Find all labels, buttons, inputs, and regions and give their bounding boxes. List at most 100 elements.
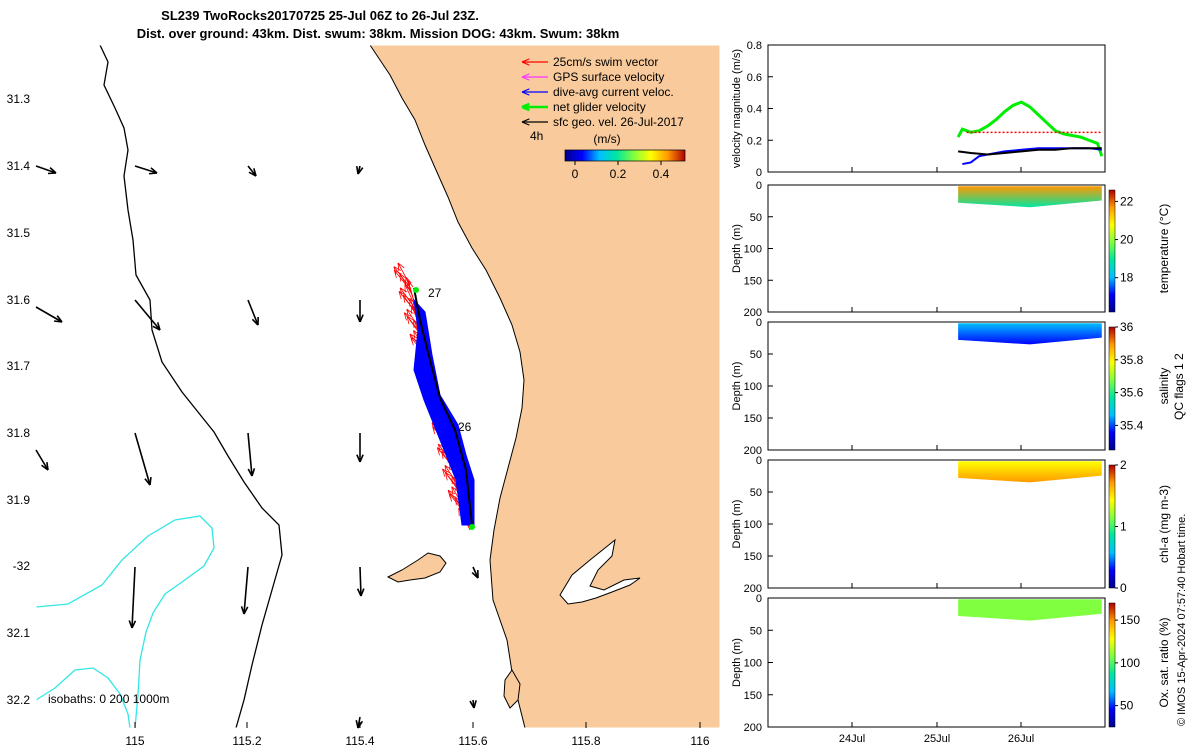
map-y-tick-label: -32 (13, 559, 31, 573)
legend-label: GPS surface velocity (553, 70, 664, 84)
glider-start-point (469, 524, 475, 530)
day-label-27: 27 (428, 286, 442, 300)
velocity-panel: 0 0.2 0.4 0.6 0.8 velocity magnitude (m/s) (731, 40, 1106, 179)
y-tick-label: 0 (756, 180, 762, 192)
colorbar-unit-label: (m/s) (593, 132, 620, 146)
section-colorbar (1108, 464, 1116, 589)
y-tick-label: 200 (744, 307, 762, 319)
swim-vector (399, 273, 413, 296)
legend-symbol (521, 73, 548, 81)
y-axis-label: Depth (m) (731, 362, 743, 411)
map-frame (35, 44, 721, 729)
colorbar-tick-label: 35.8 (1120, 353, 1144, 367)
y-tick-label: 200 (744, 583, 762, 595)
date-tick-label: 26Jul (1008, 733, 1034, 745)
y-tick-label: 50 (750, 487, 762, 499)
legend-symbol (521, 118, 548, 126)
geo-velocity-arrow (356, 433, 364, 463)
colorbar-label: salinity (1157, 368, 1171, 405)
isobath-1000m (35, 515, 215, 729)
map-x-ticks: 115 115.2 115.4 115.6 115.8 116 (125, 722, 710, 748)
map-colorbar-gradient (564, 149, 686, 162)
panel-axes (767, 44, 1106, 173)
colorbar-tick-label: 100 (1120, 656, 1140, 670)
geo-velocity-arrow (247, 165, 257, 177)
legend-label: dive-avg current veloc. (553, 85, 674, 99)
y-tick-label: 150 (744, 690, 762, 702)
garden-island (503, 669, 521, 709)
qc-label: QC flags 1 2 (1172, 353, 1186, 420)
section-colorbar (1108, 326, 1116, 451)
section-colorbar (1108, 189, 1116, 313)
duration-label: 4h (530, 129, 543, 143)
legend-label: 25cm/s swim vector (553, 55, 658, 69)
y-tick-label: 150 (744, 551, 762, 563)
geostrophic-arrows (35, 165, 479, 729)
y-axis-label: Depth (m) (731, 224, 743, 273)
y-tick-label: 150 (744, 275, 762, 287)
y-tick-label: 0.8 (747, 40, 762, 52)
glider-track (393, 262, 475, 531)
colorbar-tick-label: 1 (1120, 520, 1127, 534)
y-tick-label: 50 (750, 349, 762, 361)
panel-axes (767, 184, 1106, 313)
legend-label: sfc geo. vel. 26-Jul-2017 (553, 115, 684, 129)
isobath-label: isobaths: 0 200 1000m (48, 692, 169, 706)
section-panel: 0 50 100 150 200 Depth (m) 50 100 150 Ox. sat. ra… (731, 593, 1171, 734)
y-axis-label: velocity magnitude (m/s) (731, 49, 743, 168)
y-tick-label: 100 (744, 381, 762, 393)
geo-velocity-arrow (35, 165, 57, 175)
map-x-tick-label: 115.8 (571, 734, 600, 748)
map-colorbar-tick-label: 0.2 (610, 167, 627, 181)
map-y-tick-label: 31.9 (7, 493, 31, 507)
date-tick-label: 25Jul (924, 733, 950, 745)
colorbar-tick-label: 18 (1120, 271, 1134, 285)
colorbar-label: temperature (°C) (1157, 204, 1171, 294)
y-tick-label: 200 (744, 722, 762, 734)
y-tick-label: 200 (744, 445, 762, 457)
map-y-tick-label: 32.2 (7, 693, 31, 707)
geo-velocity-arrow (356, 300, 364, 323)
panel-axes (767, 459, 1106, 589)
section-panel: 0 50 100 150 200 Depth (m) 18 20 22 temperature (… (731, 180, 1171, 319)
legend-label: net glider velocity (553, 100, 646, 114)
section-data-block (958, 323, 1102, 345)
section-colorbar (1108, 602, 1116, 728)
colorbar-label: Ox. sat. ratio (%) (1157, 617, 1171, 707)
geo-velocity-arrow (35, 306, 63, 323)
map-y-tick-label: 31.5 (7, 226, 31, 240)
estuary (559, 538, 641, 605)
geo-velocity-arrow (134, 299, 161, 331)
glider-path (413, 287, 473, 526)
map-x-tick-label: 115.6 (458, 734, 487, 748)
map-x-tick-label: 116 (690, 734, 709, 748)
geo-velocity-arrow (240, 566, 249, 615)
legend-symbol (521, 88, 548, 96)
map-x-tick-label: 115 (125, 734, 144, 748)
map-y-tick-label: 31.7 (7, 359, 31, 373)
map-colorbar: 0 0.2 0.4 (564, 149, 686, 181)
section-panel: 0 50 100 150 200 Depth (m) 35.4 35.6 35.8 36 salin… (731, 317, 1171, 457)
geo-velocity-arrow (471, 566, 479, 579)
velocity-series-line (956, 100, 1104, 157)
geo-velocity-arrow (247, 299, 259, 326)
y-tick-label: 0 (756, 317, 762, 329)
map-y-tick-label: 31.6 (7, 293, 31, 307)
geo-velocity-arrow (247, 432, 256, 477)
day-label-26: 26 (458, 420, 472, 434)
y-tick-label: 50 (750, 625, 762, 637)
geo-velocity-arrow (134, 165, 158, 175)
y-tick-label: 100 (744, 658, 762, 670)
colorbar-tick-label: 35.4 (1120, 418, 1144, 432)
glider-end-point (413, 287, 419, 293)
y-tick-label: 0 (756, 455, 762, 467)
map-x-tick-label: 115.2 (232, 734, 261, 748)
section-panel: 0 50 100 150 200 Depth (m) 0 1 2 chl-a (mg m-3) (731, 455, 1171, 595)
map-y-tick-label: 31.4 (7, 159, 31, 173)
y-axis-label: Depth (m) (731, 500, 743, 549)
y-tick-label: 0 (756, 593, 762, 605)
colorbar-tick-label: 20 (1120, 233, 1134, 247)
map-y-tick-label: 31.3 (7, 92, 31, 106)
